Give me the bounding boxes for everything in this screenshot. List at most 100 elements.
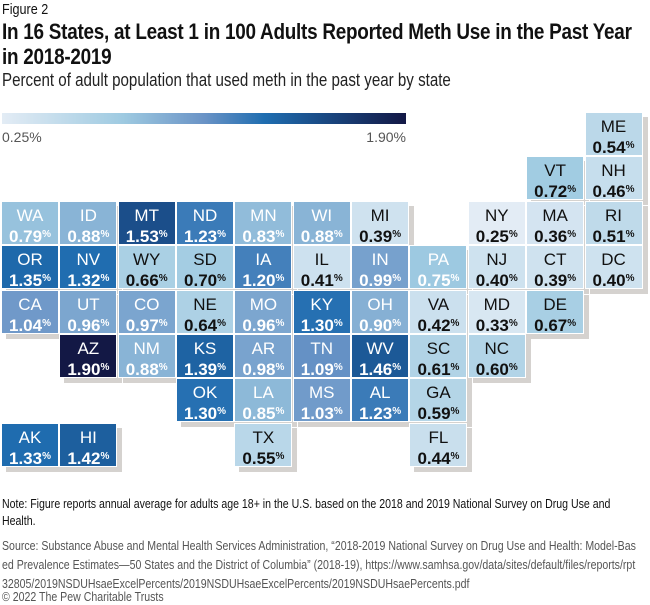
- state-value: 0.46%: [586, 180, 642, 201]
- value-number: 1.04: [9, 315, 43, 335]
- state-tile-nv: NV 1.32%: [59, 245, 118, 291]
- footnote: Note: Figure reports annual average for …: [2, 497, 611, 528]
- state-tile-ca: CA 1.04%: [1, 289, 59, 335]
- state-tile-ny: NY 0.25%: [467, 200, 526, 246]
- state-value: 1.09%: [294, 358, 350, 379]
- value-number: 1.42: [67, 448, 101, 468]
- state-value: 0.96%: [60, 314, 116, 335]
- value-number: 1.23: [184, 226, 218, 246]
- state-value: 0.60%: [469, 358, 525, 379]
- state-value: 0.44%: [410, 447, 466, 468]
- state-tile-mi: MI 0.39%: [351, 200, 410, 246]
- state-value: 0.90%: [352, 314, 408, 335]
- state-abbr: TN: [310, 339, 334, 358]
- value-number: 1.09: [300, 360, 334, 379]
- state-value: 0.72%: [527, 180, 583, 201]
- value-number: 1.33: [9, 448, 43, 468]
- state-value: 1.23%: [352, 402, 408, 423]
- value-number: 1.30: [184, 404, 218, 424]
- percent-sign: %: [100, 228, 110, 240]
- state-abbr: SD: [193, 250, 217, 270]
- value-number: 0.96: [67, 315, 101, 335]
- state-tile-ma: MA 0.36%: [526, 200, 585, 246]
- state-tile-mo: MO 0.96%: [234, 289, 293, 335]
- value-number: 1.39: [184, 360, 218, 379]
- state-abbr: MT: [134, 205, 159, 225]
- state-abbr: IA: [255, 250, 272, 270]
- percent-sign: %: [333, 228, 343, 240]
- state-tile-al: AL 1.23%: [351, 378, 410, 423]
- state-abbr: FL: [428, 427, 449, 447]
- state-abbr: UT: [77, 294, 100, 314]
- state-value: 0.83%: [235, 225, 291, 246]
- percent-sign: %: [100, 450, 110, 462]
- value-number: 0.85: [242, 404, 276, 424]
- percent-sign: %: [42, 228, 51, 240]
- state-tile-nj: NJ 0.40%: [467, 245, 526, 291]
- value-number: 0.54: [592, 138, 626, 157]
- value-number: 0.39: [359, 226, 393, 246]
- state-abbr: ID: [79, 205, 97, 225]
- state-value: 1.03%: [294, 402, 350, 423]
- state-tile-me: ME 0.54%: [584, 112, 643, 157]
- state-value: 0.88%: [60, 225, 116, 246]
- state-abbr: OK: [192, 383, 218, 403]
- state-value: 1.53%: [119, 225, 175, 246]
- value-number: 0.90: [359, 315, 393, 335]
- state-value: 0.33%: [469, 314, 525, 335]
- percent-sign: %: [625, 140, 635, 151]
- state-tile-tn: TN 1.09%: [292, 334, 351, 379]
- state-tile-ia: IA 1.20%: [234, 245, 293, 290]
- state-abbr: CO: [133, 294, 160, 314]
- state-tile-vt: VT 0.72%: [526, 156, 585, 201]
- state-value: 0.42%: [410, 314, 466, 335]
- percent-sign: %: [333, 317, 343, 329]
- percent-sign: %: [42, 450, 51, 462]
- state-abbr: VA: [427, 294, 450, 314]
- state-value: 0.64%: [177, 314, 233, 335]
- percent-sign: %: [275, 317, 285, 329]
- state-tile-ar: AR 0.98%: [234, 334, 293, 379]
- state-abbr: KY: [310, 294, 334, 314]
- state-tile-or: OR 1.35%: [1, 245, 59, 290]
- percent-sign: %: [333, 406, 343, 418]
- state-abbr: RI: [605, 205, 622, 225]
- state-tile-in: IN 0.99%: [351, 245, 410, 290]
- value-number: 1.32: [67, 271, 101, 291]
- value-number: 1.53: [125, 226, 159, 246]
- state-abbr: GA: [426, 383, 451, 403]
- percent-sign: %: [158, 362, 168, 373]
- percent-sign: %: [567, 273, 577, 285]
- state-tile-sc: SC 0.61%: [409, 334, 468, 379]
- percent-sign: %: [333, 362, 343, 373]
- state-abbr: AK: [18, 427, 42, 447]
- value-number: 0.41: [300, 271, 334, 291]
- state-value: 1.30%: [294, 314, 350, 335]
- percent-sign: %: [392, 406, 402, 418]
- value-number: 0.75: [417, 271, 451, 291]
- state-value: 0.70%: [177, 269, 233, 290]
- value-number: 0.40: [475, 271, 509, 291]
- value-number: 0.61: [417, 360, 451, 379]
- percent-sign: %: [158, 228, 168, 240]
- state-abbr: NV: [76, 250, 101, 270]
- percent-sign: %: [275, 228, 285, 240]
- state-tile-ga: GA 0.59%: [409, 378, 468, 423]
- percent-sign: %: [333, 273, 343, 285]
- state-value: 0.39%: [352, 225, 408, 246]
- state-value: 1.90%: [60, 358, 116, 379]
- state-abbr: VT: [544, 161, 566, 181]
- value-number: 0.88: [125, 360, 159, 379]
- percent-sign: %: [625, 273, 635, 285]
- state-tile-oh: OH 0.90%: [351, 289, 410, 335]
- percent-sign: %: [625, 228, 635, 240]
- state-value: 0.36%: [527, 225, 583, 246]
- state-tile-ak: AK 1.33%: [1, 422, 59, 468]
- state-abbr: AZ: [77, 339, 100, 358]
- state-abbr: WV: [366, 339, 394, 358]
- state-tile-wy: WY 0.66%: [117, 245, 176, 290]
- state-tile-ct: CT 0.39%: [526, 245, 585, 290]
- percent-sign: %: [217, 362, 227, 373]
- value-number: 0.60: [475, 360, 509, 379]
- value-number: 1.30: [300, 315, 334, 335]
